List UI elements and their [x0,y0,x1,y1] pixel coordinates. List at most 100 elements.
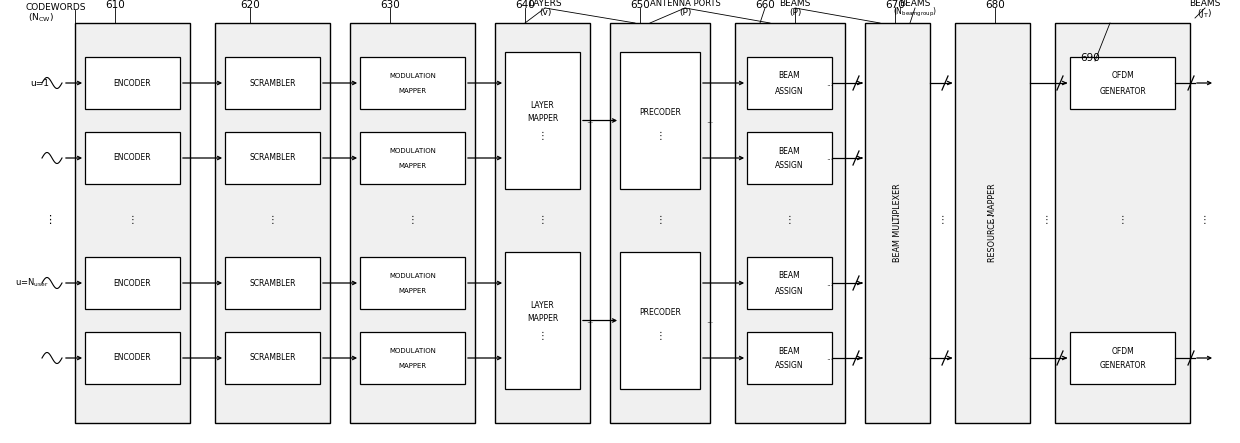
Text: (N$_\mathregular{beamgroup}$): (N$_\mathregular{beamgroup}$) [893,5,937,19]
Text: ENCODER: ENCODER [114,154,151,163]
Bar [224,57,320,109]
Text: LAYERS: LAYERS [528,0,562,8]
Text: ...: ... [587,116,594,125]
Bar [746,132,832,184]
Text: 660: 660 [755,0,775,10]
Text: (P): (P) [789,8,801,16]
Text: ENCODER: ENCODER [114,78,151,88]
Text: BEAM: BEAM [779,346,800,355]
Text: 650: 650 [630,0,650,10]
Text: 680: 680 [985,0,1004,10]
Text: LAYER: LAYER [531,301,554,310]
Text: ⋮: ⋮ [268,215,278,225]
Bar [746,257,832,309]
Text: ⋮: ⋮ [538,330,547,341]
Bar [735,23,844,423]
Text: OFDM: OFDM [1111,346,1133,355]
Text: MODULATION: MODULATION [389,73,436,79]
Text: ⋮: ⋮ [45,215,56,225]
Text: ...: ... [826,154,833,163]
Text: BEAMS: BEAMS [1189,0,1220,8]
Text: ...: ... [707,316,713,325]
Text: ⋮: ⋮ [893,215,903,225]
Text: BEAMS: BEAMS [899,0,931,8]
Bar [505,252,580,389]
Bar [360,132,465,184]
Text: GENERATOR: GENERATOR [1099,361,1146,370]
Bar [620,52,701,189]
Bar [955,23,1030,423]
Text: LAYER: LAYER [531,101,554,110]
Bar [360,257,465,309]
Text: ⋮: ⋮ [1042,215,1052,225]
Bar [1070,57,1176,109]
Bar [505,52,580,189]
Text: 610: 610 [105,0,125,10]
Bar [866,23,930,423]
Text: (J$_\mathregular{T}$): (J$_\mathregular{T}$) [1198,7,1213,19]
Bar [1055,23,1190,423]
Text: OFDM: OFDM [1111,71,1133,81]
Text: ...: ... [826,354,833,362]
Text: ...: ... [707,116,713,125]
Text: MAPPER: MAPPER [527,314,558,323]
Bar [74,23,190,423]
Bar [746,332,832,384]
Text: MAPPER: MAPPER [398,88,427,94]
Text: ENCODER: ENCODER [114,279,151,288]
Text: ASSIGN: ASSIGN [775,162,804,171]
Bar [620,252,701,389]
Text: 640: 640 [515,0,534,10]
Text: ⋮: ⋮ [987,215,997,225]
Text: u=1: u=1 [30,78,50,88]
Text: (N$_\mathregular{CW}$): (N$_\mathregular{CW}$) [29,12,55,24]
Bar [495,23,590,423]
Bar [86,57,180,109]
Text: ⋮: ⋮ [1117,215,1127,225]
Bar [1070,332,1176,384]
Bar [215,23,330,423]
Text: GENERATOR: GENERATOR [1099,86,1146,96]
Text: ...: ... [826,279,833,288]
Text: CODEWORDS: CODEWORDS [25,4,86,12]
Text: ⋮: ⋮ [655,215,665,225]
Text: RESOURCE MAPPER: RESOURCE MAPPER [988,184,997,262]
Text: 690: 690 [1080,53,1100,63]
Text: BEAM: BEAM [779,272,800,280]
Text: MAPPER: MAPPER [398,363,427,369]
Bar [86,257,180,309]
Bar [224,257,320,309]
Text: ⋮: ⋮ [538,215,547,225]
Text: ⋮: ⋮ [937,215,947,225]
Bar [360,57,465,109]
Text: BEAM: BEAM [779,147,800,155]
Text: SCRAMBLER: SCRAMBLER [249,354,296,362]
Text: MAPPER: MAPPER [398,163,427,169]
Bar [86,132,180,184]
Text: BEAM MULTIPLEXER: BEAM MULTIPLEXER [893,184,901,262]
Text: ⋮: ⋮ [128,215,138,225]
Text: PRECODER: PRECODER [639,108,681,117]
Text: 620: 620 [241,0,260,10]
Bar [224,332,320,384]
Text: ⋮: ⋮ [785,215,795,225]
Text: BEAMS: BEAMS [779,0,811,8]
Text: ⋮: ⋮ [655,131,665,140]
Text: BEAM: BEAM [779,71,800,81]
Text: SCRAMBLER: SCRAMBLER [249,78,296,88]
Bar [746,57,832,109]
Bar [86,332,180,384]
Text: ANTENNA PORTS: ANTENNA PORTS [650,0,720,8]
Text: ASSIGN: ASSIGN [775,86,804,96]
Bar [224,132,320,184]
Text: ...: ... [587,316,594,325]
Text: ENCODER: ENCODER [114,354,151,362]
Text: MODULATION: MODULATION [389,273,436,279]
Bar [610,23,711,423]
Text: 630: 630 [381,0,399,10]
Text: (P): (P) [678,8,691,16]
Text: SCRAMBLER: SCRAMBLER [249,154,296,163]
Text: (v): (v) [539,8,552,16]
Text: PRECODER: PRECODER [639,308,681,317]
Text: MAPPER: MAPPER [398,288,427,294]
